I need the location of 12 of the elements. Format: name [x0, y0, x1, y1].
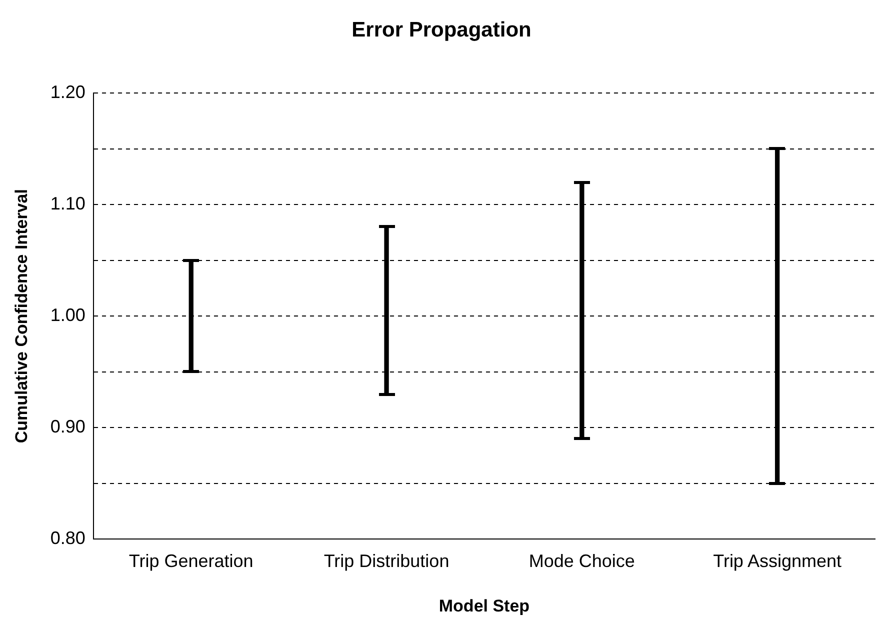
y-axis-title: Cumulative Confidence Interval [12, 189, 31, 444]
x-tick-label: Trip Assignment [713, 550, 842, 571]
chart-title: Error Propagation [352, 18, 532, 42]
x-tick-label: Trip Distribution [324, 550, 450, 571]
x-axis-title: Model Step [438, 596, 530, 616]
y-tick-label: 1.20 [50, 82, 86, 102]
y-tick-label: 0.80 [50, 528, 86, 548]
y-tick-label: 1.00 [50, 305, 86, 326]
x-tick-label: Trip Generation [128, 550, 254, 571]
y-tick-label: 0.90 [50, 416, 86, 437]
x-tick-label: Mode Choice [528, 550, 635, 571]
y-tick-label: 1.10 [50, 194, 86, 214]
